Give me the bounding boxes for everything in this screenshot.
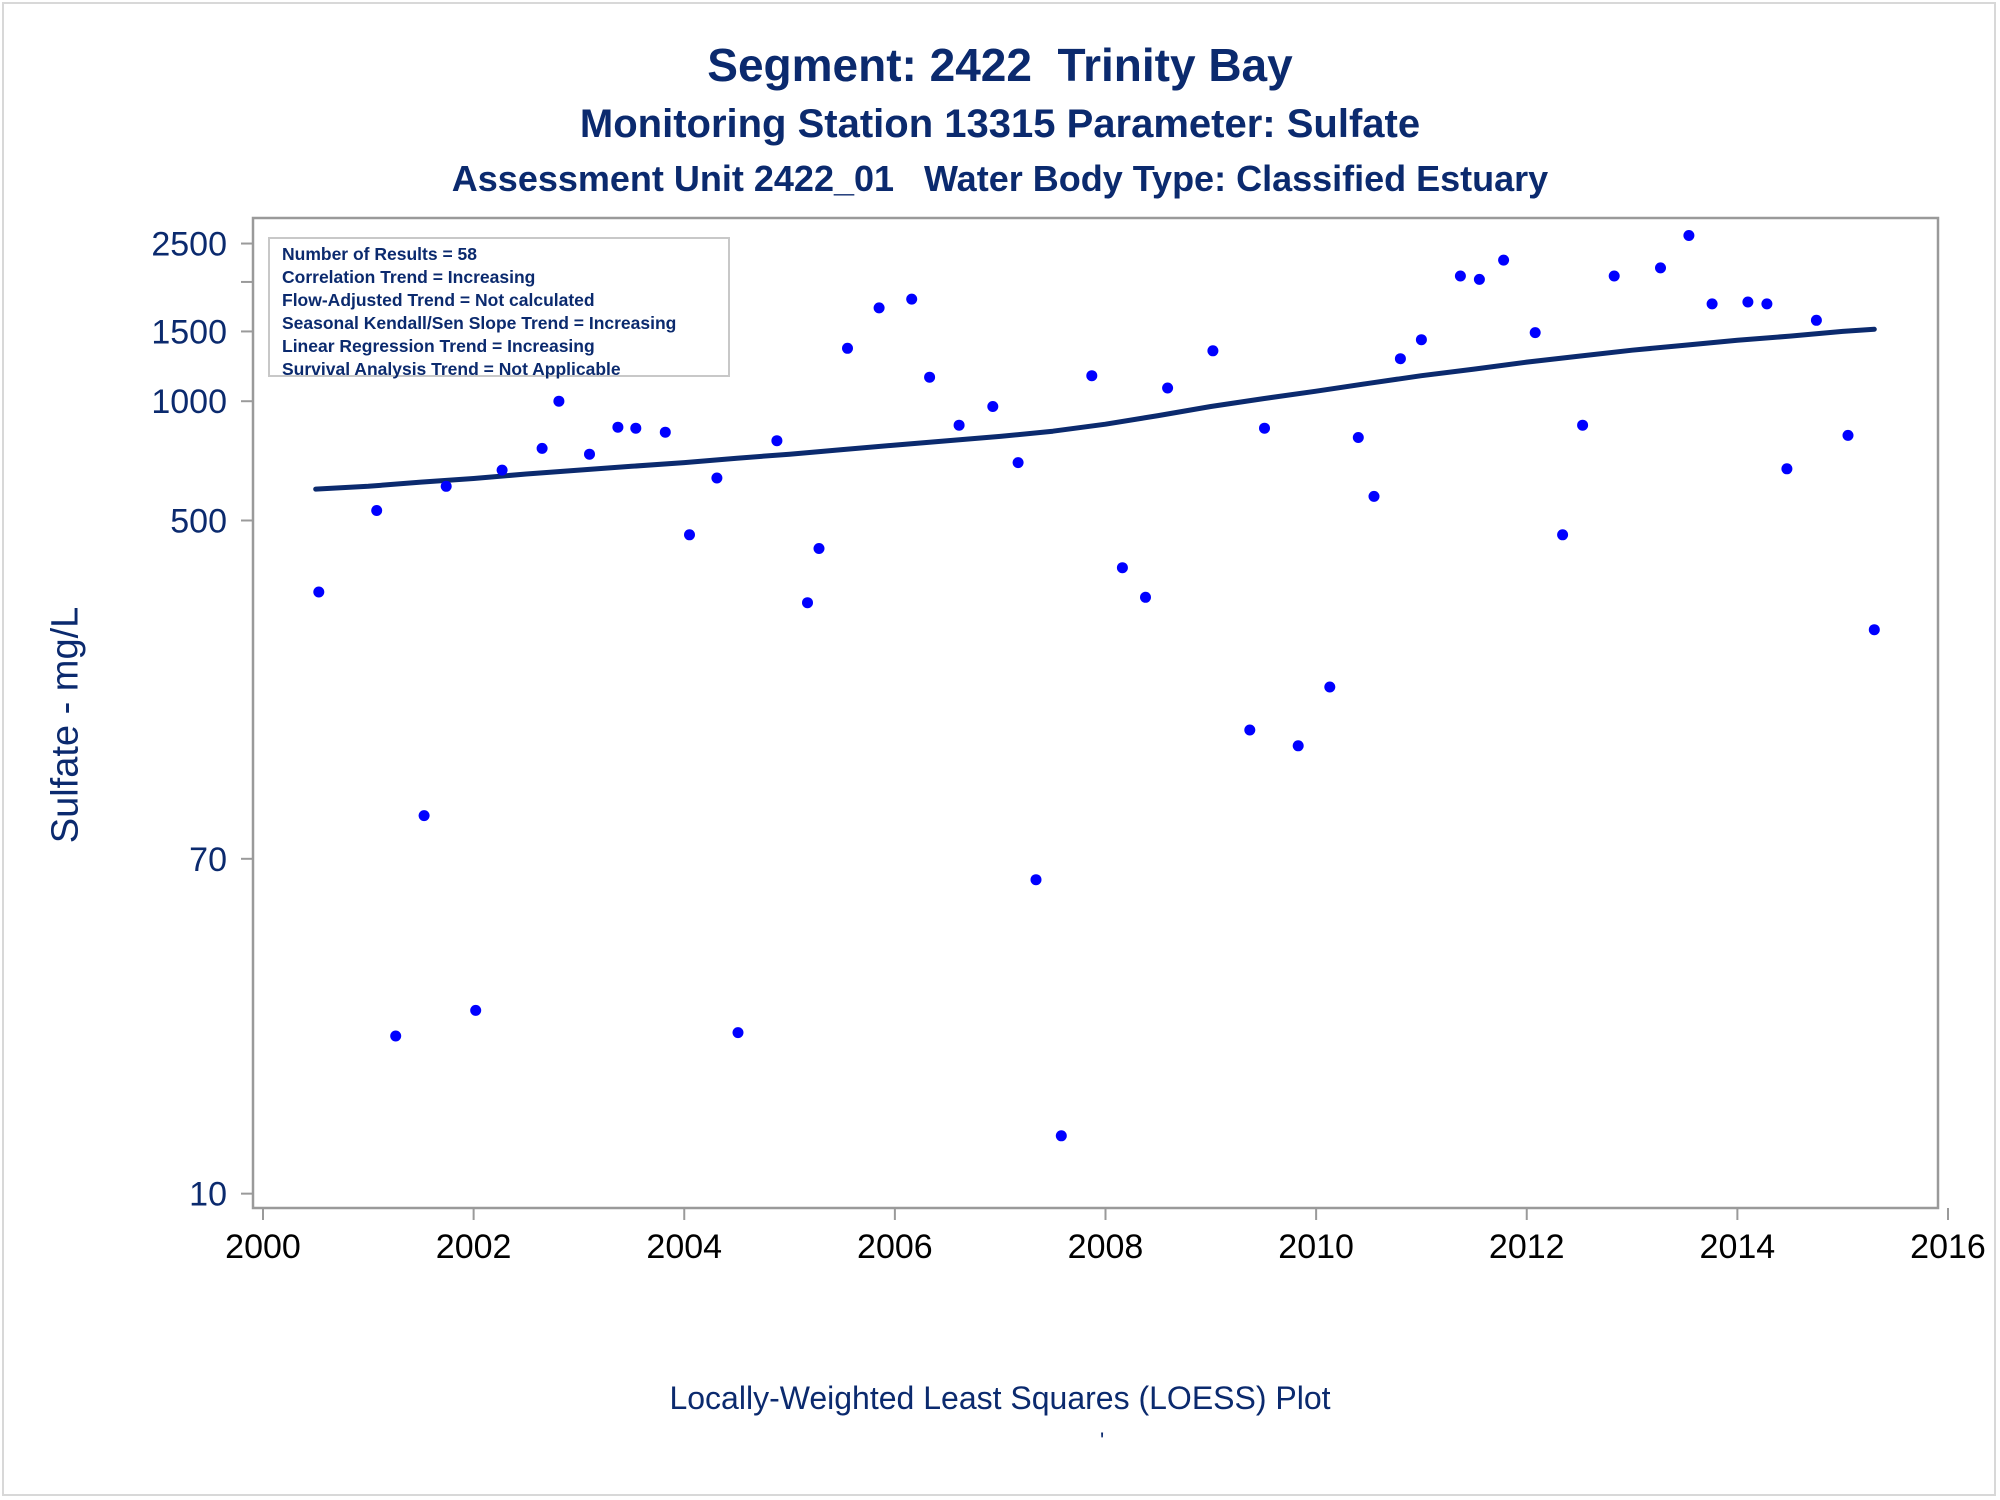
data-point	[1415, 334, 1427, 346]
chart-subtitle-station: Monitoring Station 13315 Parameter: Sulf…	[579, 102, 1421, 146]
loess-line-layer	[313, 326, 1877, 492]
data-point	[371, 505, 383, 516]
info-seasonal-kendall-trend: Seasonal Kendall/Sen Slope Trend = Incre…	[282, 313, 677, 333]
data-point	[1810, 314, 1822, 326]
data-point	[1454, 270, 1466, 282]
data-point	[1842, 429, 1854, 441]
y-tick-label: 70	[189, 841, 227, 879]
data-point	[1655, 262, 1666, 274]
data-point	[1761, 298, 1773, 310]
data-point	[1557, 529, 1569, 541]
data-point	[1292, 740, 1304, 752]
data-point	[630, 422, 642, 434]
data-point	[1207, 345, 1219, 357]
data-point	[1140, 591, 1151, 603]
data-point	[1116, 562, 1128, 574]
data-point	[1577, 419, 1589, 431]
info-results-count: Number of Results = 58	[282, 244, 477, 264]
data-point	[684, 529, 695, 541]
data-point	[1259, 422, 1270, 434]
data-point	[711, 472, 723, 484]
data-point	[906, 293, 918, 305]
info-linear-regression-trend: Linear Regression Trend = Increasing	[282, 336, 595, 356]
x-tick-label: 2008	[1068, 1228, 1144, 1266]
data-point	[987, 401, 999, 412]
data-point	[612, 421, 624, 433]
info-survival-analysis-trend: Survival Analysis Trend = Not Applicable	[282, 359, 621, 379]
data-point	[1608, 270, 1620, 282]
trend-info-box: Number of Results = 58 Correlation Trend…	[268, 237, 730, 379]
data-point	[802, 597, 813, 609]
loess-line	[313, 326, 1877, 492]
data-point	[953, 419, 965, 431]
data-point	[496, 464, 508, 476]
data-point	[390, 1030, 402, 1042]
data-point	[1498, 254, 1510, 266]
data-point	[659, 426, 671, 438]
data-point	[418, 810, 430, 822]
data-point	[1030, 874, 1042, 886]
x-tick-label: 2012	[1489, 1228, 1565, 1266]
data-point	[1683, 230, 1695, 241]
info-flow-adjusted-trend: Flow-Adjusted Trend = Not calculated	[282, 290, 595, 310]
x-tick-label: 2004	[646, 1228, 722, 1266]
x-tick-label: 2014	[1700, 1228, 1776, 1266]
data-point	[553, 395, 565, 407]
y-tick-label: 10	[189, 1176, 227, 1214]
data-point	[842, 342, 853, 354]
data-point	[1368, 490, 1380, 502]
data-point	[1012, 457, 1024, 469]
x-tick-label: 2006	[857, 1228, 933, 1266]
data-point	[873, 302, 885, 314]
data-point	[440, 480, 452, 492]
data-point	[1244, 724, 1256, 736]
info-correlation-trend: Correlation Trend = Increasing	[282, 267, 536, 287]
data-point	[1529, 327, 1541, 339]
axes-layer: 2000 2002 2004 2006 2008 2010 2012 2014 2016 10 70…	[151, 216, 1986, 1266]
y-tick-label: 500	[170, 502, 227, 540]
data-point	[1352, 432, 1364, 443]
data-point	[1394, 353, 1406, 365]
data-point	[1742, 296, 1754, 308]
data-point	[732, 1027, 744, 1039]
plot-frame	[251, 216, 1940, 1210]
data-point	[1781, 463, 1793, 475]
y-tick-label: 2500	[151, 226, 227, 264]
chart-title: Segment: 2422 Trinity Bay	[707, 39, 1293, 91]
data-point	[470, 1004, 482, 1016]
x-tick-label: 2000	[225, 1228, 301, 1266]
y-axis-label: Sulfate - mg/L	[44, 606, 87, 844]
scatter-points-layer	[313, 230, 1880, 1142]
x-tick-label: 2016	[1910, 1228, 1986, 1266]
data-point	[1706, 298, 1718, 310]
data-point	[1086, 370, 1098, 382]
y-tick-label: 1000	[151, 383, 227, 421]
data-point	[1162, 382, 1174, 394]
chart-subtitle-assessment: Assessment Unit 2422_01 Water Body Type:…	[451, 158, 1549, 199]
data-point	[536, 442, 548, 454]
data-point	[313, 586, 325, 598]
footnote-mark: '	[1100, 1428, 1105, 1453]
plot-footnote: Locally-Weighted Least Squares (LOESS) P…	[669, 1380, 1331, 1416]
data-point	[1473, 273, 1485, 285]
data-point	[1055, 1130, 1067, 1142]
x-tick-label: 2002	[436, 1228, 512, 1266]
data-point	[813, 543, 825, 554]
x-tick-label: 2010	[1278, 1228, 1354, 1266]
y-tick-label: 1500	[151, 313, 227, 351]
data-point	[584, 448, 595, 460]
data-point	[1324, 681, 1336, 693]
data-point	[771, 435, 783, 447]
data-point	[1868, 624, 1880, 636]
data-point	[924, 371, 936, 383]
